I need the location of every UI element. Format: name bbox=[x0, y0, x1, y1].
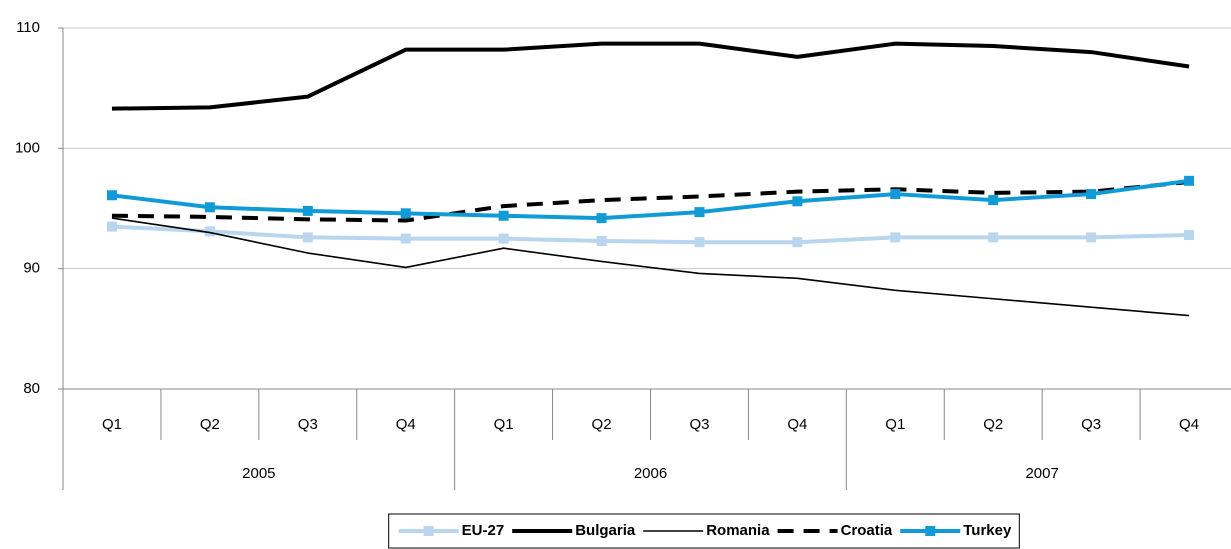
point-marker bbox=[694, 207, 705, 218]
point-marker bbox=[694, 237, 705, 248]
x-tick-label: Q3 bbox=[689, 416, 709, 433]
point-marker bbox=[106, 190, 117, 201]
point-marker bbox=[400, 208, 411, 219]
legend-label: Croatia bbox=[841, 522, 893, 539]
legend-label: Bulgaria bbox=[575, 522, 636, 539]
point-marker bbox=[400, 233, 411, 244]
y-tick-label: 90 bbox=[23, 260, 40, 277]
series-line bbox=[111, 180, 1190, 223]
point-marker bbox=[1086, 232, 1097, 243]
x-tick-label: Q4 bbox=[396, 416, 416, 433]
point-marker bbox=[302, 205, 313, 216]
point-marker bbox=[596, 235, 607, 246]
y-tick-label: 110 bbox=[16, 19, 40, 36]
x-tick-label: Q2 bbox=[592, 416, 612, 433]
y-tick-label: 80 bbox=[23, 380, 40, 397]
series-line bbox=[111, 217, 1190, 317]
point-marker bbox=[792, 237, 803, 248]
year-label: 2005 bbox=[242, 465, 275, 482]
x-tick-label: Q1 bbox=[102, 416, 122, 433]
series-line bbox=[111, 224, 1190, 245]
point-marker bbox=[302, 232, 313, 243]
point-marker bbox=[792, 196, 803, 207]
legend-marker bbox=[423, 526, 434, 536]
x-tick-label: Q3 bbox=[298, 416, 318, 433]
point-marker bbox=[988, 232, 999, 243]
point-marker bbox=[890, 189, 901, 200]
x-tick-label: Q2 bbox=[983, 416, 1003, 433]
legend-marker bbox=[925, 526, 936, 536]
year-label: 2007 bbox=[1025, 465, 1058, 482]
legend-label: Romania bbox=[706, 522, 770, 539]
point-marker bbox=[106, 221, 117, 232]
series-line bbox=[111, 178, 1190, 221]
x-tick-label: Q2 bbox=[200, 416, 220, 433]
point-marker bbox=[988, 195, 999, 206]
point-marker bbox=[890, 232, 901, 243]
y-tick-label: 100 bbox=[15, 139, 40, 156]
legend-label: Turkey bbox=[963, 522, 1012, 539]
point-marker bbox=[498, 210, 509, 221]
point-marker bbox=[596, 213, 607, 224]
point-marker bbox=[498, 233, 509, 244]
legend-label: EU-27 bbox=[462, 522, 505, 539]
series-line bbox=[111, 41, 1190, 111]
point-marker bbox=[204, 202, 215, 213]
x-tick-label: Q1 bbox=[494, 416, 514, 433]
point-marker bbox=[204, 226, 215, 237]
x-tick-label: Q4 bbox=[1179, 416, 1199, 433]
year-label: 2006 bbox=[634, 465, 667, 482]
point-marker bbox=[1086, 189, 1097, 200]
legend: EU-27 Bulgaria Romania Croatia Turkey bbox=[388, 513, 1020, 549]
x-tick-label: Q4 bbox=[787, 416, 807, 433]
x-tick-label: Q3 bbox=[1081, 416, 1101, 433]
x-tick-label: Q1 bbox=[885, 416, 905, 433]
point-marker bbox=[1184, 229, 1195, 240]
point-marker bbox=[1184, 175, 1195, 186]
